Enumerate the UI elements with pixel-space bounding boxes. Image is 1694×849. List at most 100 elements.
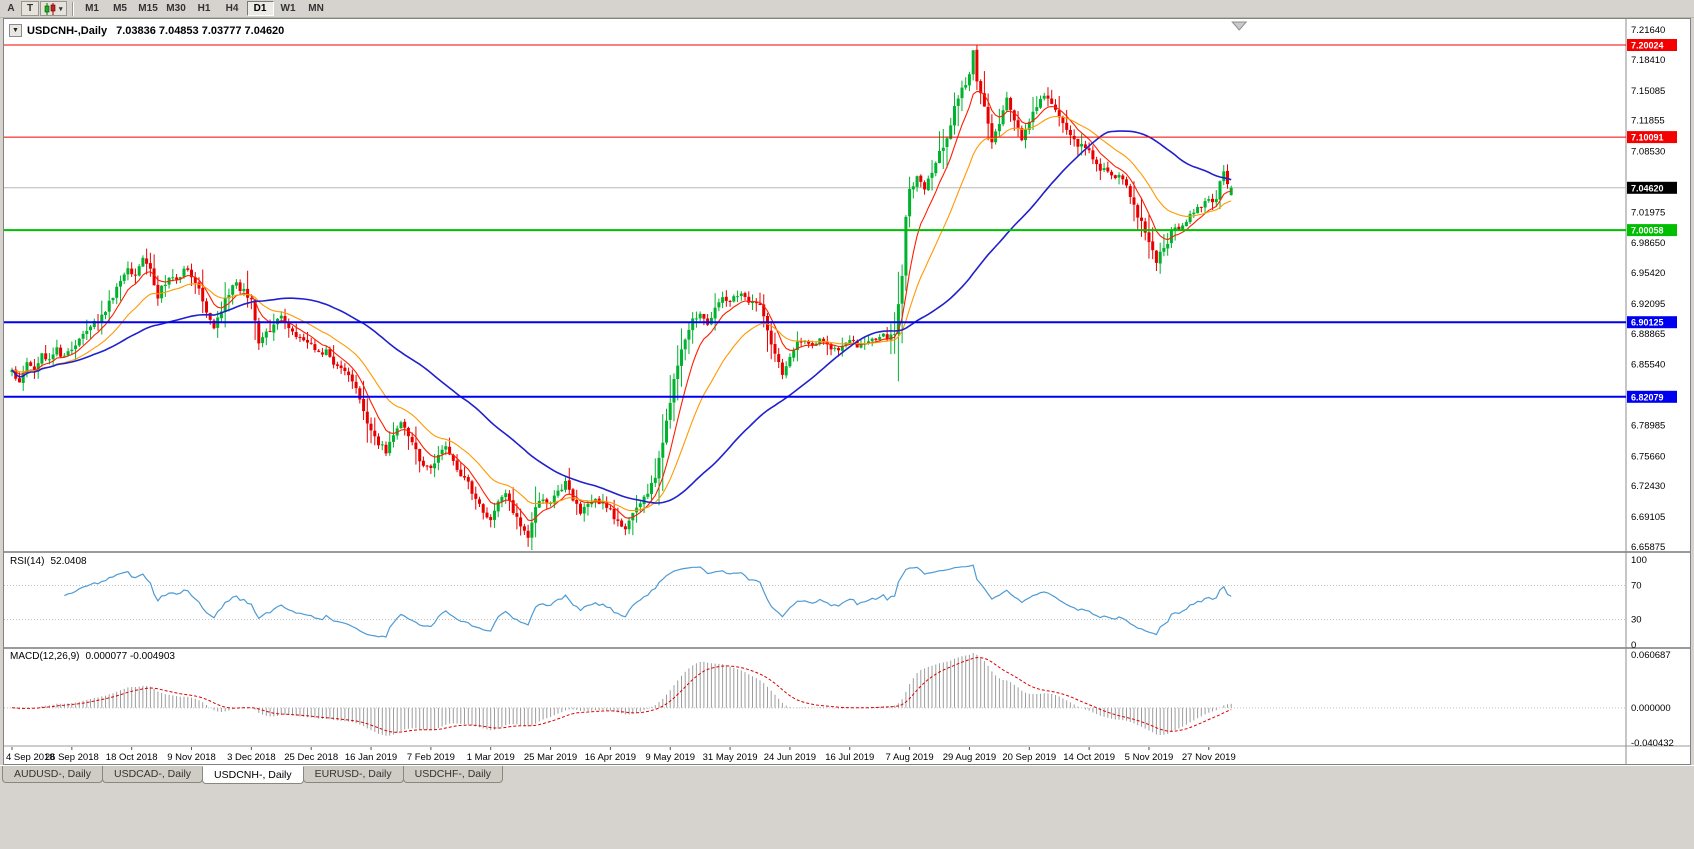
date-label: 7 Feb 2019 <box>407 752 455 763</box>
rsi-axis-label: 70 <box>1631 581 1642 592</box>
date-label: 25 Dec 2018 <box>284 752 338 763</box>
timeframe-toolbar: M1 M5 M15 M30 H1 H4 D1 W1 MN <box>79 1 330 16</box>
price-level-tag[interactable]: 6.82079 <box>1627 390 1677 403</box>
price-axis-label: 7.18410 <box>1631 55 1665 66</box>
timeframe-button-m30[interactable]: M30 <box>163 1 190 16</box>
tab-usdchf-daily[interactable]: USDCHF-, Daily <box>402 766 504 783</box>
date-label: 9 May 2019 <box>645 752 695 763</box>
current-price-tag: 7.04620 <box>1627 181 1677 194</box>
price-level-tag-label: 7.00058 <box>1631 226 1664 236</box>
timeframe-button-mn[interactable]: MN <box>303 1 330 16</box>
toolbar: A T ▾ M1 M5 M15 M30 H1 H4 D1 W1 MN <box>0 0 1694 18</box>
chart-ohlc: 7.03836 7.04853 7.03777 7.04620 <box>116 24 285 37</box>
price-axis-label: 6.95420 <box>1631 268 1665 279</box>
tab-eurusd-daily[interactable]: EURUSD-, Daily <box>302 766 404 783</box>
timeframe-button-w1[interactable]: W1 <box>275 1 302 16</box>
tab-usdcnh-daily[interactable]: USDCNH-, Daily <box>202 766 304 784</box>
date-label: 5 Nov 2019 <box>1125 752 1174 763</box>
macd-axis-label: 0.060687 <box>1631 650 1671 661</box>
price-axis-label: 6.78985 <box>1631 420 1665 431</box>
rsi-line <box>64 564 1232 638</box>
date-label: 26 Sep 2018 <box>45 752 99 763</box>
toolbar-button-a[interactable]: A <box>2 1 20 16</box>
date-label: 29 Aug 2019 <box>943 752 996 763</box>
timeframe-button-h1[interactable]: H1 <box>191 1 218 16</box>
date-label: 1 Mar 2019 <box>467 752 515 763</box>
tab-usdcad-daily[interactable]: USDCAD-, Daily <box>102 766 204 783</box>
rsi-header: RSI(14) 52.0408 <box>10 556 87 567</box>
price-axis-label: 6.92095 <box>1631 299 1665 310</box>
date-label: 27 Nov 2019 <box>1182 752 1236 763</box>
price-axis-label: 6.75660 <box>1631 451 1665 462</box>
timeframe-button-d1[interactable]: D1 <box>246 1 274 16</box>
toolbar-separator <box>71 1 73 16</box>
ma-line-sma55 <box>11 130 1232 504</box>
chevron-down-icon: ▾ <box>59 5 63 13</box>
macd-signal-line <box>11 657 1232 733</box>
date-label: 31 May 2019 <box>703 752 758 763</box>
current-price-tag-label: 7.04620 <box>1631 183 1664 193</box>
chart-header: ▼ USDCNH-,Daily 7.03836 7.04853 7.03777 … <box>9 24 284 37</box>
tab-audusd-daily[interactable]: AUDUSD-, Daily <box>2 766 104 783</box>
price-level-tag-label: 7.10091 <box>1631 133 1664 143</box>
date-label: 16 Apr 2019 <box>585 752 636 763</box>
price-axis-label: 6.88865 <box>1631 329 1665 340</box>
price-level-tag-label: 6.90125 <box>1631 318 1664 328</box>
date-label: 3 Dec 2018 <box>227 752 276 763</box>
chart-canvas[interactable]: 7.21640 7.18410 7.15085 7.11855 7.08530 7.019… <box>4 19 1690 764</box>
price-axis-label: 7.21640 <box>1631 25 1665 36</box>
macd-histogram <box>15 653 1232 736</box>
price-level-tag-label: 7.20024 <box>1631 40 1664 50</box>
macd-label: MACD(12,26,9) <box>10 651 80 662</box>
price-level-tag-label: 6.82079 <box>1631 392 1664 402</box>
date-label: 24 Jun 2019 <box>764 752 816 763</box>
date-label: 16 Jul 2019 <box>825 752 874 763</box>
macd-value: 0.000077 -0.004903 <box>85 651 175 662</box>
candlestick-icon <box>44 2 56 15</box>
timeframe-button-m15[interactable]: M15 <box>135 1 162 16</box>
rsi-axis-label: 0 <box>1631 640 1636 651</box>
status-bar <box>0 784 1694 849</box>
macd-header: MACD(12,26,9) 0.000077 -0.004903 <box>10 651 175 662</box>
price-axis-label: 7.08530 <box>1631 147 1665 158</box>
rsi-label: RSI(14) <box>10 556 45 567</box>
rsi-value: 52.0408 <box>50 556 87 567</box>
price-level-tag[interactable]: 7.20024 <box>1627 39 1677 51</box>
timeframe-button-m1[interactable]: M1 <box>79 1 106 16</box>
chart-window: 7.21640 7.18410 7.15085 7.11855 7.08530 7.019… <box>3 18 1691 765</box>
chart-type-button[interactable]: ▾ <box>40 1 67 16</box>
price-axis-label: 6.85540 <box>1631 360 1665 371</box>
price-axis-label: 7.01975 <box>1631 207 1665 218</box>
price-level-tag[interactable]: 7.10091 <box>1627 131 1677 144</box>
price-axis-label: 6.98650 <box>1631 238 1665 249</box>
price-axis-label: 6.65875 <box>1631 542 1665 553</box>
ma-line-ema21 <box>11 115 1232 512</box>
price-axis-label: 6.69105 <box>1631 512 1665 523</box>
date-label: 18 Oct 2018 <box>106 752 158 763</box>
date-label: 25 Mar 2019 <box>524 752 577 763</box>
price-axis-label: 7.11855 <box>1631 116 1665 127</box>
macd-axis-label: -0.040432 <box>1631 738 1674 749</box>
chart-tab-bar: AUDUSD-, Daily USDCAD-, Daily USDCNH-, Dai… <box>0 765 1694 784</box>
timeframe-button-h4[interactable]: H4 <box>219 1 246 16</box>
date-label: 20 Sep 2019 <box>1002 752 1056 763</box>
chart-title: USDCNH-,Daily <box>27 24 108 37</box>
date-label: 16 Jan 2019 <box>345 752 397 763</box>
price-axis-label: 6.72430 <box>1631 481 1665 492</box>
price-axis: 7.21640 7.18410 7.15085 7.11855 7.08530 7.019… <box>1631 25 1674 749</box>
timeframe-button-m5[interactable]: M5 <box>107 1 134 16</box>
price-level-tag[interactable]: 6.90125 <box>1627 316 1677 329</box>
price-axis-label: 7.15085 <box>1631 86 1665 97</box>
rsi-axis-label: 100 <box>1631 555 1647 566</box>
ma-line-ema8 <box>11 90 1232 522</box>
date-label: 9 Nov 2018 <box>167 752 216 763</box>
toolbar-button-t[interactable]: T <box>21 1 39 16</box>
symbol-dropdown-button[interactable]: ▼ <box>9 24 22 37</box>
date-label: 7 Aug 2019 <box>886 752 934 763</box>
candles-layer <box>10 44 1233 550</box>
chart-shift-marker[interactable] <box>1231 21 1248 31</box>
price-level-tag[interactable]: 7.00058 <box>1627 224 1677 237</box>
date-label: 14 Oct 2019 <box>1063 752 1115 763</box>
